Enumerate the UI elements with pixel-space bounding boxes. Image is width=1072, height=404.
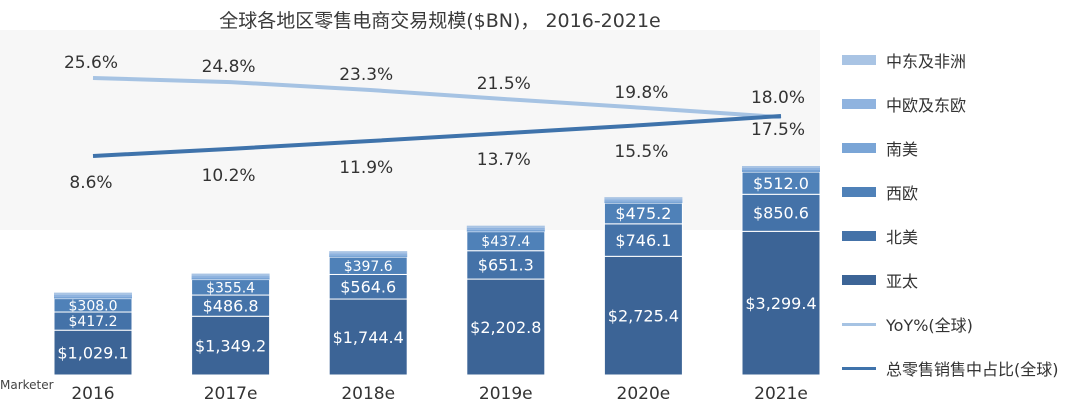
chart-plot: $1,029.1$417.2$308.02016$1,349.2$486.8$3… [0, 30, 821, 404]
legend-item-中欧及东欧: 中欧及东欧 [842, 92, 966, 116]
legend-label: 西欧 [886, 184, 919, 203]
legend-label: 南美 [886, 140, 919, 159]
source-label: Marketer [0, 378, 54, 392]
x-tick-label-2016: 2016 [71, 384, 114, 404]
bar-label-西欧-2020e: $475.2 [615, 204, 671, 223]
line-label-总零售销售中占比-全球-2019e: 13.7% [477, 150, 531, 170]
bar-label-亚太-2020e: $2,725.4 [608, 306, 679, 325]
bar-label-西欧-2016: $308.0 [69, 298, 118, 314]
line-label-总零售销售中占比-全球-2018e: 11.9% [339, 158, 393, 178]
legend-swatch [842, 187, 876, 197]
bar-label-北美-2017e: $486.8 [203, 296, 259, 315]
legend-label: YoY%(全球) [886, 316, 973, 335]
bar-亚太-2021e [741, 230, 821, 376]
x-tick-label-2017e: 2017e [204, 384, 258, 404]
line-label-yoy-全球-2019e: 21.5% [477, 74, 531, 94]
legend-item-南美: 南美 [842, 136, 918, 160]
bar-label-亚太-2019e: $2,202.8 [470, 318, 541, 337]
line-yoy-全球 [92, 76, 782, 120]
legend-swatch [842, 366, 876, 370]
x-tick-label-2018e: 2018e [341, 384, 395, 404]
line-label-yoy-全球-2020e: 19.8% [614, 83, 668, 103]
bar-label-北美-2019e: $651.3 [478, 256, 534, 275]
legend-swatch [842, 143, 876, 153]
bar-label-北美-2018e: $564.6 [340, 278, 396, 297]
bar-cap-南美-2017e [191, 277, 270, 280]
bar-cap-南美-2018e [329, 255, 408, 258]
bar-亚太-2016 [53, 329, 133, 376]
line-label-yoy-全球-2018e: 23.3% [339, 65, 393, 85]
bar-label-亚太-2018e: $1,744.4 [333, 328, 404, 347]
bar-北美-2020e [603, 223, 683, 257]
line-label-总零售销售中占比-全球-2016: 8.6% [69, 173, 112, 193]
legend-label: 总零售销售中占比(全球) [886, 360, 1059, 379]
legend-label: 北美 [886, 228, 919, 247]
bar-label-西欧-2017e: $355.4 [206, 280, 255, 296]
bar-cap-中东及非洲-2018e [329, 251, 408, 254]
line-label-yoy-全球-2017e: 24.8% [202, 57, 256, 77]
bar-cap-中欧及东欧-2017e [191, 275, 270, 278]
legend-swatch [842, 231, 876, 241]
bar-cap-南美-2019e [466, 229, 545, 232]
legend-item-中东及非洲: 中东及非洲 [842, 48, 966, 72]
legend-swatch [842, 275, 876, 285]
legend-label: 中欧及东欧 [886, 96, 967, 115]
bar-label-亚太-2021e: $3,299.4 [745, 294, 816, 313]
bar-label-西欧-2018e: $397.6 [344, 259, 393, 275]
legend-item-yoy-全球: YoY%(全球) [842, 312, 973, 336]
x-tick-label-2021e: 2021e [754, 384, 808, 404]
bar-cap-南美-2020e [604, 201, 683, 204]
bar-cap-中欧及东欧-2016 [54, 294, 132, 297]
bar-cap-中东及非洲-2021e [742, 165, 820, 168]
bar-北美-2021e [741, 193, 821, 232]
x-tick-label-2020e: 2020e [617, 384, 671, 404]
bar-cap-中欧及东欧-2019e [466, 227, 545, 230]
bar-label-西欧-2021e: $512.0 [753, 174, 809, 193]
legend-label: 中东及非洲 [886, 52, 967, 71]
bar-cap-中东及非洲-2016 [54, 292, 132, 295]
plot-background [0, 30, 820, 230]
bar-cap-中欧及东欧-2018e [329, 253, 408, 256]
bar-label-亚太-2017e: $1,349.2 [195, 336, 266, 355]
line-label-总零售销售中占比-全球-2020e: 15.5% [614, 142, 668, 162]
legend-item-总零售销售中占比-全球: 总零售销售中占比(全球) [842, 356, 1059, 380]
legend-item-亚太: 亚太 [842, 268, 918, 292]
line-label-yoy-全球-2021e: 18.0% [751, 88, 805, 108]
bar-label-西欧-2019e: $437.4 [481, 234, 530, 250]
bar-cap-南美-2016 [54, 296, 132, 299]
bar-cap-中东及非洲-2020e [604, 197, 683, 200]
chart-title: 全球各地区零售电商交易规模($BN)， 2016-2021e [219, 10, 661, 32]
line-label-总零售销售中占比-全球-2017e: 10.2% [202, 166, 256, 186]
bar-label-北美-2016: $417.2 [69, 314, 118, 330]
bar-亚太-2017e [191, 315, 271, 376]
bar-label-北美-2021e: $850.6 [753, 204, 809, 223]
line-label-yoy-全球-2016: 25.6% [64, 53, 118, 73]
x-tick-label-2019e: 2019e [479, 384, 533, 404]
legend-swatch [842, 322, 876, 326]
legend-swatch [842, 55, 876, 65]
bar-label-亚太-2016: $1,029.1 [57, 343, 128, 362]
bar-cap-中欧及东欧-2020e [604, 199, 683, 202]
bar-label-北美-2020e: $746.1 [615, 231, 671, 250]
legend-item-北美: 北美 [842, 224, 918, 248]
bar-亚太-2020e [603, 255, 683, 376]
line-总零售销售中占比-全球 [92, 114, 782, 158]
legend-label: 亚太 [886, 272, 919, 291]
bar-北美-2019e [466, 250, 546, 280]
bar-cap-中东及非洲-2019e [466, 225, 545, 228]
line-label-总零售销售中占比-全球-2021e: 17.5% [751, 120, 805, 140]
legend-item-西欧: 西欧 [842, 180, 918, 204]
legend-swatch [842, 99, 876, 109]
bar-cap-中欧及东欧-2021e [742, 167, 820, 170]
bar-cap-南美-2021e [742, 169, 820, 172]
bar-cap-中东及非洲-2017e [191, 273, 270, 276]
